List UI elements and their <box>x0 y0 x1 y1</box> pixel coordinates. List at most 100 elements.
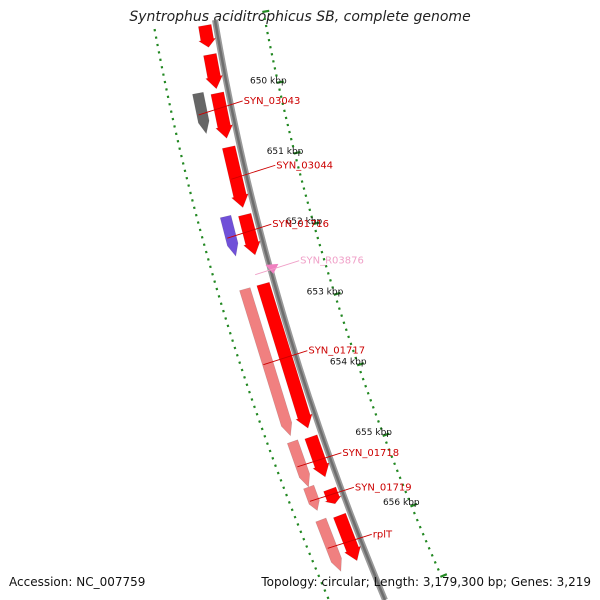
major-tick <box>333 291 341 296</box>
minor-tick <box>359 370 363 374</box>
minor-tick <box>322 257 326 261</box>
kbp-tick-label: 653 kbp <box>307 287 344 297</box>
outer-tick <box>308 552 312 556</box>
minor-tick <box>366 391 370 395</box>
minor-tick <box>300 180 304 183</box>
outer-tick <box>274 464 277 468</box>
outer-tick <box>279 478 283 482</box>
outer-tick <box>248 390 251 394</box>
minor-tick <box>371 405 375 409</box>
outer-tick <box>320 581 324 585</box>
gene-label: SYN_01719 <box>355 482 412 493</box>
minor-tick <box>349 342 353 346</box>
minor-tick <box>390 455 394 459</box>
outer-tick <box>302 537 306 541</box>
minor-tick <box>377 420 380 423</box>
minor-tick <box>351 349 355 353</box>
outer-tick <box>268 449 272 453</box>
minor-tick <box>404 490 408 494</box>
minor-tick <box>335 300 339 303</box>
major-tick <box>276 80 284 84</box>
gene-arrow <box>239 287 293 437</box>
gene-label: SYN_01717 <box>308 346 365 357</box>
gene-arrow <box>303 484 320 512</box>
minor-tick <box>427 546 431 550</box>
minor-tick <box>340 314 344 318</box>
outer-tick <box>282 486 286 490</box>
outer-tick <box>238 361 242 365</box>
outer-tick <box>189 191 192 195</box>
outer-tick <box>263 434 267 438</box>
minor-tick <box>361 377 365 381</box>
outer-tick <box>276 471 280 475</box>
minor-tick <box>395 469 399 473</box>
kbp-tick-label: 652 kbp <box>286 217 323 227</box>
major-tick <box>262 9 270 14</box>
outer-tick <box>213 280 217 283</box>
cds-arrow <box>198 24 217 48</box>
cds-arrow <box>323 486 343 505</box>
minor-tick <box>424 539 428 543</box>
outer-tick <box>240 368 244 372</box>
minor-tick <box>401 483 405 487</box>
gene-arrow <box>286 439 311 488</box>
outer-tick <box>204 250 208 254</box>
label-leader-line <box>231 164 276 180</box>
outer-tick <box>198 228 202 232</box>
major-tick <box>356 362 365 367</box>
outer-tick <box>266 442 269 446</box>
outer-tick <box>202 243 206 247</box>
outer-tick <box>231 339 234 342</box>
major-tick <box>382 432 390 437</box>
minor-tick <box>318 243 322 247</box>
cds-arrow <box>221 145 249 209</box>
minor-tick <box>412 511 416 515</box>
label-leader-line <box>309 486 355 502</box>
outer-tick <box>290 508 294 512</box>
minor-tick <box>295 159 298 162</box>
minor-tick <box>316 236 320 240</box>
gene-labels: SYN_03043 SYN_03044 SYN_01716 SYN_R03876 SYN… <box>198 96 412 549</box>
outer-tick <box>228 331 232 335</box>
major-tick <box>439 573 448 578</box>
outer-tick <box>317 574 321 578</box>
minor-tick <box>304 194 308 197</box>
gene-label: SYN_01716 <box>272 219 329 230</box>
minor-tick <box>407 497 411 501</box>
kbp-tick-label: 654 kbp <box>330 358 367 368</box>
outer-tick <box>235 353 239 357</box>
cds-arrow <box>304 434 330 478</box>
kbp-tick-label: 656 kbp <box>383 498 420 508</box>
minor-tick <box>415 518 419 522</box>
gene-label: SYN_03044 <box>276 160 333 171</box>
outer-tick <box>323 589 327 592</box>
gene-arrow <box>219 214 239 257</box>
minor-tick <box>297 166 300 169</box>
minor-tick <box>354 356 358 360</box>
label-leader-line <box>255 260 300 276</box>
minor-tick <box>306 201 310 205</box>
cds-arrow <box>333 512 361 562</box>
minor-tick <box>364 384 368 388</box>
outer-tick <box>245 383 249 387</box>
outer-tick <box>293 515 297 519</box>
cds-arrow <box>203 53 223 90</box>
label-leader-line <box>198 100 243 116</box>
outer-tick <box>209 265 212 269</box>
minor-tick <box>320 250 324 254</box>
gene-arrow <box>315 517 342 572</box>
outer-tick <box>285 493 288 497</box>
minor-tick <box>310 215 314 219</box>
major-tick <box>312 221 320 226</box>
genome-backbone <box>212 19 388 600</box>
outer-tick <box>192 206 196 210</box>
outer-tick <box>243 376 246 379</box>
outer-tick <box>305 545 309 548</box>
label-leader-line <box>327 533 372 549</box>
minor-tick <box>324 264 328 268</box>
outer-tick <box>196 221 200 224</box>
cds-arrow <box>210 91 234 139</box>
outer-tick <box>215 287 219 291</box>
minor-tick <box>398 476 402 480</box>
